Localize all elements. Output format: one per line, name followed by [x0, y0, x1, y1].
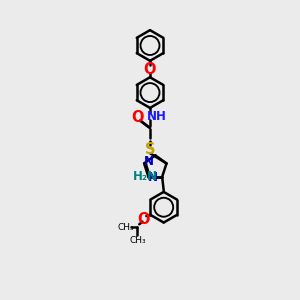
- Text: NH: NH: [146, 110, 167, 123]
- Text: CH₃: CH₃: [129, 236, 146, 245]
- Text: H₂N: H₂N: [133, 170, 158, 183]
- Text: O: O: [137, 212, 150, 227]
- Text: O: O: [144, 61, 156, 76]
- Text: O: O: [131, 110, 143, 124]
- Text: N: N: [144, 155, 154, 169]
- Text: CH₃: CH₃: [117, 223, 134, 232]
- Text: S: S: [145, 142, 155, 157]
- Text: N: N: [148, 171, 158, 184]
